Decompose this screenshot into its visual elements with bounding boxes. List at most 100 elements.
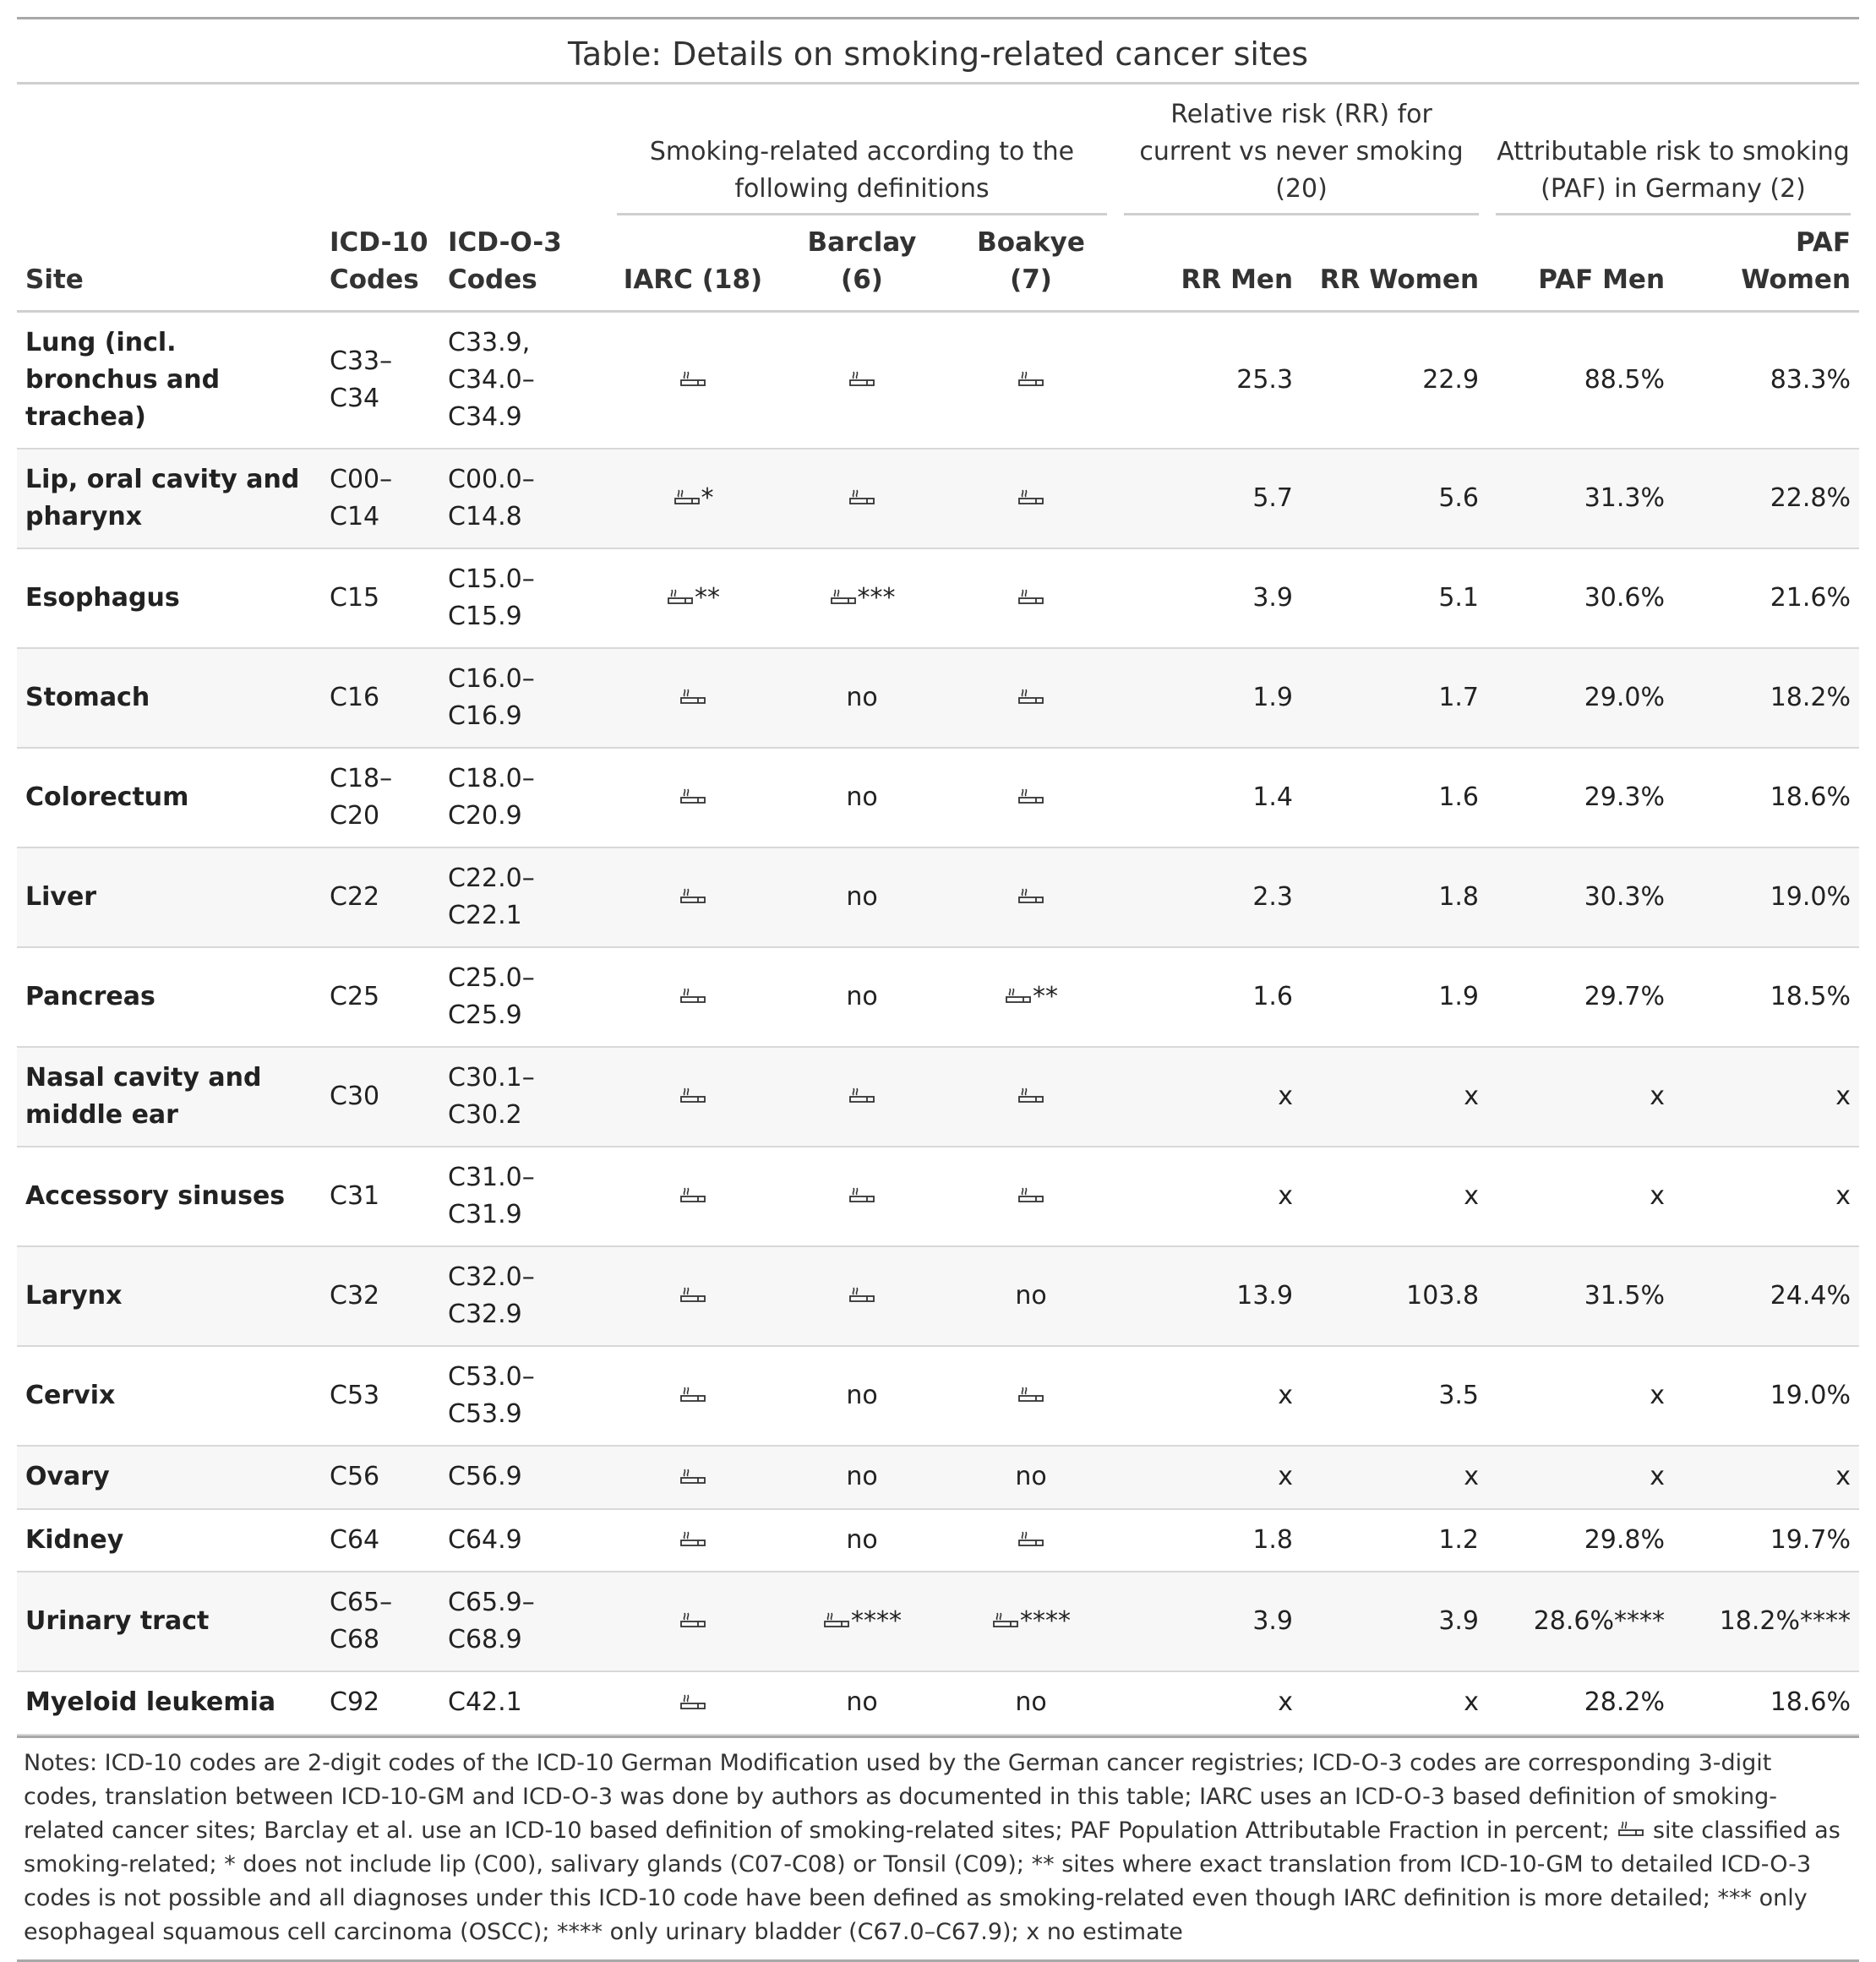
not-related-label: no	[1015, 1281, 1046, 1311]
spanner-relative-risk-label: Relative risk (RR) for current vs never …	[1124, 96, 1479, 215]
rr-women-cell: 103.8	[1301, 1246, 1487, 1346]
site-cell: Liver	[17, 847, 321, 947]
rr-men-cell: x	[1115, 1446, 1301, 1509]
iarc-cell	[608, 1346, 777, 1446]
cigarette-icon	[829, 580, 858, 617]
cigarette-icon	[679, 1459, 707, 1496]
paf-women-cell: 18.2%****	[1673, 1572, 1859, 1671]
cigarette-icon	[679, 1603, 707, 1640]
cigarette-icon	[679, 362, 707, 399]
icdo3-cell: C53.0–C53.9	[439, 1346, 608, 1446]
footnote-mark: *	[701, 483, 714, 513]
paf-women-cell: 18.6%	[1673, 1671, 1859, 1735]
paf-women-cell: 21.6%	[1673, 548, 1859, 648]
site-cell: Lip, oral cavity and pharynx	[17, 449, 321, 548]
icd10-cell: C92	[321, 1671, 439, 1735]
rr-women-cell: 3.9	[1301, 1572, 1487, 1671]
paf-men-cell: x	[1487, 1047, 1673, 1147]
cigarette-icon	[679, 1178, 707, 1215]
cigarette-icon	[679, 1078, 707, 1115]
rr-men-cell: 1.9	[1115, 648, 1301, 748]
icdo3-cell: C42.1	[439, 1671, 608, 1735]
cigarette-icon	[1017, 1078, 1045, 1115]
iarc-cell	[608, 1572, 777, 1671]
spanner-definitions-label: Smoking-related according to the followi…	[617, 134, 1107, 215]
footnote-mark: ****	[851, 1606, 902, 1636]
icd10-cell: C64	[321, 1509, 439, 1572]
iarc-cell	[608, 1147, 777, 1246]
icd10-cell: C22	[321, 847, 439, 947]
rr-men-cell: 1.4	[1115, 748, 1301, 847]
cigarette-icon	[991, 1603, 1020, 1640]
rr-women-cell: 1.7	[1301, 648, 1487, 748]
not-related-label: no	[846, 782, 877, 812]
icdo3-cell: C25.0–C25.9	[439, 947, 608, 1047]
icdo3-cell: C56.9	[439, 1446, 608, 1509]
cigarette-icon	[848, 362, 876, 399]
table-row: Lung (incl. bronchus and trachea)C33–C34…	[17, 312, 1859, 450]
cigarette-icon	[1617, 1814, 1645, 1848]
paf-men-cell: x	[1487, 1446, 1673, 1509]
icdo3-cell: C30.1–C30.2	[439, 1047, 608, 1147]
cigarette-icon	[1017, 1178, 1045, 1215]
site-cell: Esophagus	[17, 548, 321, 648]
boakye-cell	[946, 648, 1115, 748]
paf-women-cell: 18.2%	[1673, 648, 1859, 748]
boakye-cell	[946, 1147, 1115, 1246]
column-header-paf-women: PAF Women	[1673, 215, 1859, 312]
boakye-cell	[946, 449, 1115, 548]
rr-women-cell: x	[1301, 1047, 1487, 1147]
column-header-paf-men: PAF Men	[1487, 215, 1673, 312]
icd10-cell: C32	[321, 1246, 439, 1346]
footnote-mark: **	[695, 583, 720, 613]
cigarette-icon	[822, 1603, 851, 1640]
paf-women-cell: 83.3%	[1673, 312, 1859, 450]
iarc-cell	[608, 1446, 777, 1509]
paf-women-cell: 22.8%	[1673, 449, 1859, 548]
iarc-cell	[608, 1671, 777, 1735]
icd10-cell: C30	[321, 1047, 439, 1147]
barclay-cell: no	[777, 1446, 946, 1509]
cigarette-icon	[1017, 879, 1045, 916]
rr-women-cell: 1.6	[1301, 748, 1487, 847]
cigarette-icon	[679, 1685, 707, 1722]
table-notes: Notes: ICD-10 codes are 2-digit codes of…	[17, 1736, 1859, 1962]
paf-women-cell: x	[1673, 1446, 1859, 1509]
barclay-cell: no	[777, 1509, 946, 1572]
spanner-attributable-risk: Attributable risk to smoking (PAF) in Ge…	[1487, 84, 1859, 215]
rr-women-cell: x	[1301, 1671, 1487, 1735]
boakye-cell	[946, 847, 1115, 947]
rr-men-cell: 3.9	[1115, 1572, 1301, 1671]
iarc-cell	[608, 847, 777, 947]
boakye-cell	[946, 1346, 1115, 1446]
site-cell: Cervix	[17, 1346, 321, 1446]
barclay-cell: ****	[777, 1572, 946, 1671]
icd10-cell: C18–C20	[321, 748, 439, 847]
column-header-site: Site	[17, 84, 321, 312]
icd10-cell: C31	[321, 1147, 439, 1246]
barclay-cell: no	[777, 1671, 946, 1735]
site-cell: Pancreas	[17, 947, 321, 1047]
smoking-cancer-table: Site ICD-10 Codes ICD-O-3 Codes Smoking-…	[17, 84, 1859, 1736]
cigarette-icon	[1017, 1377, 1045, 1414]
paf-women-cell: 24.4%	[1673, 1246, 1859, 1346]
rr-women-cell: 1.9	[1301, 947, 1487, 1047]
paf-women-cell: 19.0%	[1673, 1346, 1859, 1446]
paf-men-cell: 29.0%	[1487, 648, 1673, 748]
paf-women-cell: 18.6%	[1673, 748, 1859, 847]
boakye-cell: no	[946, 1446, 1115, 1509]
rr-men-cell: x	[1115, 1346, 1301, 1446]
icdo3-cell: C16.0–C16.9	[439, 648, 608, 748]
barclay-cell: no	[777, 748, 946, 847]
barclay-cell	[777, 1246, 946, 1346]
site-cell: Colorectum	[17, 748, 321, 847]
icdo3-cell: C31.0–C31.9	[439, 1147, 608, 1246]
iarc-cell	[608, 648, 777, 748]
